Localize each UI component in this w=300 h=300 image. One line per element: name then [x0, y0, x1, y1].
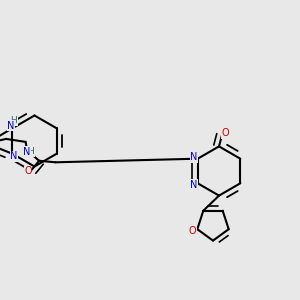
Text: N: N: [190, 180, 198, 190]
Text: O: O: [189, 226, 196, 236]
Text: N: N: [190, 152, 198, 162]
Text: N: N: [10, 151, 18, 161]
Text: N: N: [23, 147, 30, 157]
Text: H: H: [27, 147, 34, 156]
Text: O: O: [222, 128, 230, 139]
Text: N: N: [7, 121, 15, 131]
Text: H: H: [11, 116, 17, 125]
Text: O: O: [24, 166, 32, 176]
